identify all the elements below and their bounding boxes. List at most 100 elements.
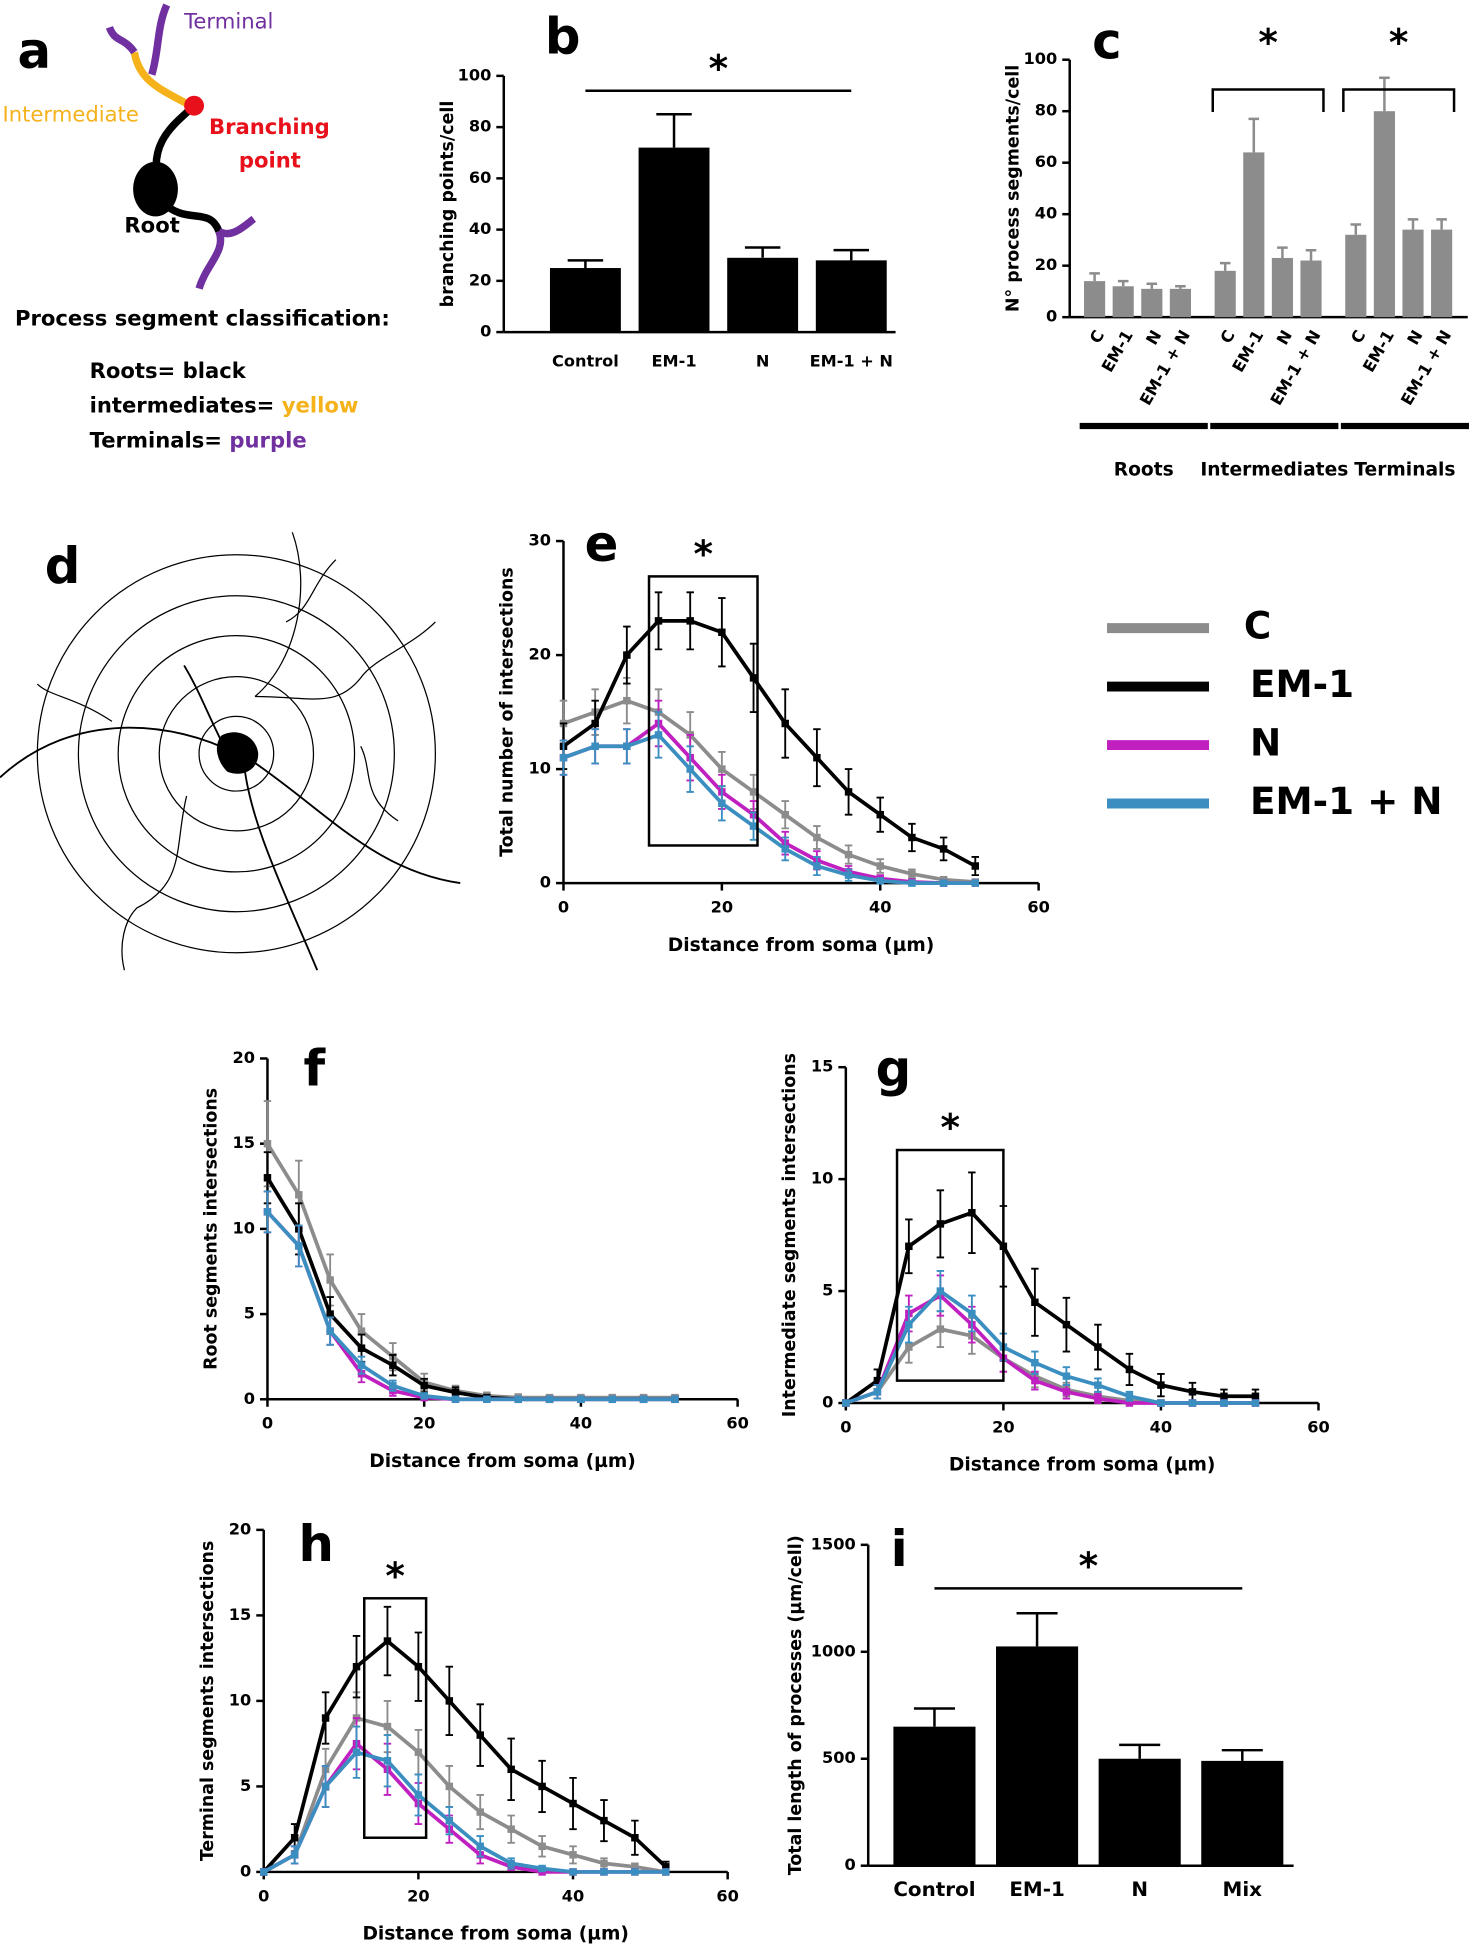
error-bar [567,259,604,269]
bar [638,147,710,333]
marker [1094,1343,1102,1351]
x-tick-label: 20 [413,1414,435,1433]
panel-letter: c [1092,12,1122,70]
error-bar [1379,76,1390,112]
marker [514,1395,522,1404]
error-bar [1016,1612,1058,1647]
marker [749,674,758,682]
x-tick-label: EM-1 + N [810,351,893,370]
x-axis-label: Distance from soma (µm) [668,935,935,956]
x-tick-label: C [1347,327,1369,347]
marker [936,1325,945,1333]
significance-star: * [709,46,729,90]
error-bar [1221,1748,1263,1761]
bar [1141,288,1163,318]
marker [600,1859,608,1868]
marker [1125,1365,1134,1374]
marker [876,810,884,819]
y-tick-label: 5 [822,1281,833,1300]
error-bar [1175,285,1186,289]
x-tick-label: 60 [1307,1417,1329,1436]
error-bar [913,1707,955,1727]
marker [968,1208,976,1217]
y-axis-label: Intermediate segments intersections [780,1053,800,1417]
process [36,683,113,722]
y-axis-label: Total length of processes (µm/cell) [786,1535,806,1875]
marker [844,788,853,796]
y-tick-label: 15 [811,1057,833,1076]
x-axis-label: Distance from soma (µm) [369,1451,636,1472]
intermediate-process [130,51,195,111]
bar [1214,270,1236,318]
error-bar [744,246,781,258]
marker [383,1637,392,1645]
marker [1125,1399,1134,1407]
y-tick-label: 20 [529,645,551,664]
bar [1169,288,1191,318]
marker [420,1392,428,1400]
marker [577,1395,585,1404]
marker [263,1208,272,1216]
marker [451,1395,460,1404]
marker [623,651,631,659]
bar [1431,229,1453,318]
x-axis-label: Distance from soma (µm) [362,1924,628,1945]
process [255,621,436,700]
series-line [265,1142,675,1400]
error-bar [1277,246,1288,258]
series-line [844,1210,1256,1405]
x-tick-label: 40 [570,1414,592,1433]
marker [545,1395,554,1404]
marker [1125,1392,1134,1401]
x-tick-label: C [1086,327,1108,347]
group-bar [1079,422,1208,430]
bar [1373,111,1395,318]
process [254,532,302,698]
x-tick-label: 60 [1027,897,1049,916]
significance-star: * [1079,1544,1099,1588]
y-axis-label: branching points/cell [438,101,458,308]
y-tick-label: 1500 [811,1534,856,1553]
marker [623,696,631,705]
diagram-a: a Terminal Intermediate Branching point … [3,3,390,453]
error-bar [656,113,692,148]
marker [718,628,726,637]
x-tick-label: 0 [840,1417,851,1436]
marker [357,1344,366,1352]
process [248,757,461,885]
marker [538,1864,546,1873]
panel-letter: i [891,1520,908,1578]
y-tick-label: 40 [1035,204,1057,223]
marker [321,1782,330,1791]
marker [451,1388,460,1397]
soma [216,732,259,774]
y-tick-label: 100 [458,65,492,84]
marker [1220,1392,1228,1401]
marker [352,1662,361,1671]
series-line [262,1750,666,1874]
group-label: Intermediates [1200,460,1348,481]
marker [1188,1399,1197,1407]
error-bar [1407,218,1419,230]
legend-label: EM-1 + N [1250,779,1442,823]
y-tick-label: 10 [229,1690,251,1709]
marker [662,1863,670,1871]
process [360,746,399,822]
marker [971,862,980,870]
marker [591,742,599,751]
classification-item: Roots= black [90,358,247,383]
y-tick-label: 1000 [811,1641,856,1660]
x-tick-label: 0 [558,897,569,916]
marker [781,845,789,853]
bar [1300,260,1322,318]
x-axis-label: Distance from soma (µm) [949,1455,1216,1476]
error-bar [1436,218,1447,230]
marker [569,1851,577,1859]
marker [352,1748,361,1756]
marker [654,731,663,739]
marker [1188,1388,1197,1396]
marker [476,1842,484,1851]
highlight-box [363,1597,428,1839]
bar [1402,229,1424,318]
y-axis-label: Total number of intersections [498,567,518,857]
